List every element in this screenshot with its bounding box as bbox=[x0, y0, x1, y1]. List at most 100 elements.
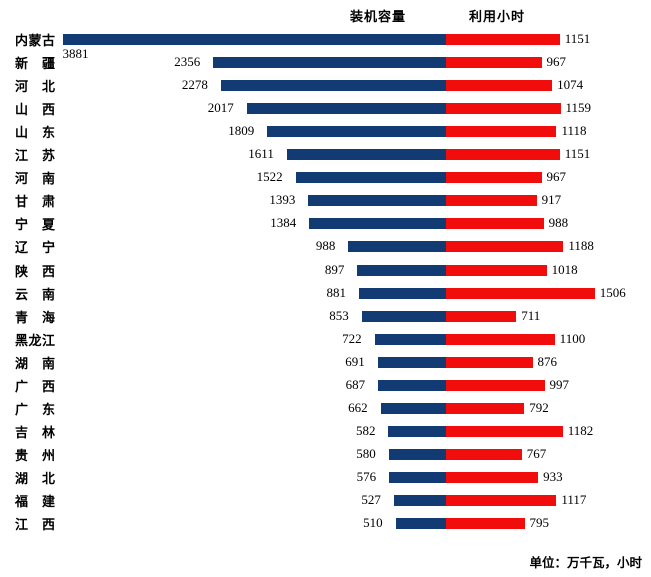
category-label-char: 湖 bbox=[15, 355, 29, 371]
hours-bar bbox=[446, 218, 544, 230]
category-label-char: 甘 bbox=[15, 194, 29, 210]
category-label-char: 西 bbox=[41, 102, 55, 118]
capacity-value-label: 2017 bbox=[207, 100, 234, 116]
hours-bar bbox=[446, 379, 545, 391]
capacity-value-label: 1393 bbox=[269, 192, 296, 208]
category-label-char: 南 bbox=[41, 171, 55, 187]
capacity-bar bbox=[380, 402, 446, 414]
capacity-bar bbox=[395, 518, 446, 530]
category-label-char: 福 bbox=[15, 494, 29, 509]
category-label: 辽宁 bbox=[15, 240, 55, 256]
hours-value-label: 988 bbox=[548, 215, 569, 231]
hours-value-label: 997 bbox=[549, 376, 570, 392]
category-label: 吉林 bbox=[15, 424, 55, 440]
category-label: 贵州 bbox=[15, 447, 55, 463]
capacity-bar bbox=[295, 172, 446, 184]
hours-value-label: 967 bbox=[546, 54, 567, 70]
category-label: 陕西 bbox=[15, 263, 55, 279]
category-label-char: 林 bbox=[41, 424, 55, 440]
unit-note: 单位：万千瓦，小时 bbox=[529, 556, 642, 570]
category-label-char: 广 bbox=[15, 378, 29, 394]
capacity-bar bbox=[357, 264, 446, 276]
category-label: 宁夏 bbox=[15, 217, 55, 233]
category-label-char: 西 bbox=[41, 263, 55, 279]
capacity-value-label: 1809 bbox=[228, 123, 255, 139]
category-label: 青海 bbox=[15, 309, 55, 325]
category-label-char: 古 bbox=[41, 33, 55, 48]
category-label: 河南 bbox=[15, 171, 55, 187]
category-label: 广西 bbox=[15, 378, 55, 394]
capacity-value-label: 687 bbox=[345, 376, 366, 392]
category-label-char: 东 bbox=[41, 125, 55, 141]
hours-bar bbox=[446, 57, 542, 69]
capacity-bar bbox=[62, 34, 446, 45]
hours-value-label: 1159 bbox=[565, 100, 592, 116]
category-label-char: 州 bbox=[41, 447, 55, 463]
hours-bar bbox=[446, 80, 553, 92]
capacity-value-label: 722 bbox=[342, 330, 362, 346]
category-label-char: 辽 bbox=[15, 240, 29, 256]
category-label-char: 西 bbox=[41, 517, 55, 533]
capacity-series-label: 装机容量 bbox=[350, 9, 407, 24]
capacity-value-label: 691 bbox=[345, 353, 365, 369]
capacity-value-label: 527 bbox=[361, 492, 381, 507]
hours-bar bbox=[446, 356, 533, 368]
hours-bar bbox=[446, 103, 561, 115]
capacity-value-label: 1384 bbox=[270, 215, 297, 231]
category-label-char: 江 bbox=[15, 517, 29, 533]
category-label-char: 北 bbox=[41, 470, 55, 486]
capacity-bar bbox=[378, 379, 446, 391]
hours-value-label: 1182 bbox=[567, 422, 594, 438]
category-label: 新疆 bbox=[15, 56, 55, 72]
category-label: 福建 bbox=[15, 494, 55, 509]
capacity-value-label: 3881 bbox=[62, 46, 89, 61]
hours-value-label: 1188 bbox=[568, 238, 594, 254]
hours-bar bbox=[446, 425, 563, 437]
capacity-value-label: 988 bbox=[315, 238, 336, 254]
category-label-char: 建 bbox=[41, 494, 55, 509]
category-label: 内蒙古 bbox=[15, 33, 55, 48]
hours-bar bbox=[446, 333, 555, 345]
capacity-bar bbox=[388, 448, 446, 460]
category-label-char: 河 bbox=[15, 79, 29, 95]
hours-value-label: 876 bbox=[537, 353, 558, 369]
category-label-char: 山 bbox=[15, 102, 29, 118]
hours-value-label: 1118 bbox=[561, 123, 587, 139]
category-label-char: 疆 bbox=[41, 56, 55, 72]
hours-series-label: 利用小时 bbox=[469, 9, 526, 24]
hours-value-label: 1151 bbox=[564, 146, 591, 162]
category-label-char: 湖 bbox=[15, 470, 29, 486]
hours-value-label: 1100 bbox=[559, 330, 586, 346]
hours-bar bbox=[446, 172, 542, 184]
category-label-char: 西 bbox=[41, 378, 55, 394]
hours-bar bbox=[446, 287, 595, 299]
capacity-bar bbox=[358, 287, 446, 299]
category-label-char: 江 bbox=[15, 148, 29, 164]
hours-bar bbox=[446, 126, 557, 138]
category-label-char: 吉 bbox=[15, 424, 29, 440]
category-label-char: 宁 bbox=[15, 217, 29, 233]
hours-value-label: 711 bbox=[521, 307, 541, 323]
category-label-char: 宁 bbox=[41, 240, 55, 256]
category-label-char: 贵 bbox=[15, 447, 29, 463]
category-label-char: 龙 bbox=[28, 332, 42, 348]
category-label-char: 河 bbox=[15, 171, 29, 187]
category-label-char: 内 bbox=[15, 33, 29, 48]
capacity-value-label: 1611 bbox=[248, 146, 274, 162]
category-label-char: 海 bbox=[41, 309, 55, 325]
hours-value-label: 1506 bbox=[599, 284, 626, 300]
capacity-value-label: 580 bbox=[356, 445, 376, 461]
hours-bar bbox=[446, 310, 517, 322]
category-label: 黑龙江 bbox=[15, 332, 55, 348]
capacity-value-label: 510 bbox=[363, 515, 383, 531]
hours-bar bbox=[446, 495, 557, 506]
category-label-char: 夏 bbox=[41, 217, 55, 233]
category-label-char: 黑 bbox=[15, 332, 29, 348]
category-label: 江西 bbox=[15, 517, 55, 533]
capacity-bar bbox=[389, 471, 446, 483]
hours-value-label: 792 bbox=[529, 399, 549, 415]
category-label: 广东 bbox=[15, 401, 55, 417]
category-label-char: 新 bbox=[15, 56, 29, 72]
capacity-value-label: 582 bbox=[355, 422, 376, 438]
